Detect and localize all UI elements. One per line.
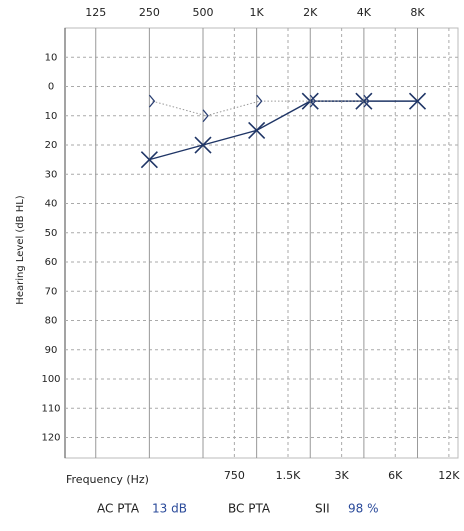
ac-marker [355, 92, 373, 110]
y-tick-label: 90 [45, 345, 58, 356]
y-tick-label: 80 [45, 316, 58, 327]
y-tick-label: 10 [45, 52, 58, 63]
x-minor-tick-label: 750 [224, 469, 245, 482]
y-tick-label: 110 [41, 403, 60, 414]
ac-pta-label: AC PTA [97, 502, 140, 516]
bc-marker [148, 94, 156, 108]
x-minor-tick-label: 1.5K [276, 469, 301, 482]
y-tick-label: 10 [45, 111, 58, 122]
y-tick-label: 20 [45, 140, 58, 151]
series-line [152, 100, 367, 117]
ac-marker [408, 92, 427, 110]
y-tick-label: 50 [45, 228, 58, 239]
y-tick-label: 120 [41, 433, 60, 444]
ac-pta-value: 13 dB [152, 502, 187, 516]
x-tick-label: 125 [85, 6, 106, 19]
y-tick-label: 30 [45, 169, 58, 180]
x-tick-label: 1K [250, 6, 265, 19]
y-tick-label: 100 [41, 374, 60, 385]
plot-frame [64, 27, 459, 459]
x-tick-label: 8K [410, 6, 425, 19]
bc-pta-label: BC PTA [228, 502, 271, 516]
y-tick-label: 40 [45, 199, 58, 210]
x-tick-label: 250 [139, 6, 160, 19]
y-tick-label: 60 [45, 257, 58, 268]
bc-marker [202, 109, 209, 123]
x-minor-tick-label: 12K [438, 469, 460, 482]
x-tick-label: 2K [303, 6, 318, 19]
ac-marker [140, 151, 158, 169]
x-minor-tick-label: 6K [388, 469, 403, 482]
y-tick-label: 0 [48, 82, 54, 93]
y-axis-label: Hearing Level (dB HL) [15, 195, 26, 305]
ac-marker [194, 136, 212, 154]
sii-value: 98 % [348, 502, 379, 516]
y-tick-label: 70 [45, 286, 58, 297]
bc-marker [309, 94, 317, 108]
bc-marker [363, 94, 370, 108]
x-tick-label: 500 [193, 6, 214, 19]
sii-label: SII [315, 502, 330, 516]
series-line [149, 100, 418, 161]
x-tick-label: 4K [357, 6, 372, 19]
x-axis-label: Frequency (Hz) [66, 473, 149, 486]
ac-marker [248, 121, 266, 139]
x-minor-tick-label: 3K [335, 469, 350, 482]
bc-marker [256, 94, 263, 108]
